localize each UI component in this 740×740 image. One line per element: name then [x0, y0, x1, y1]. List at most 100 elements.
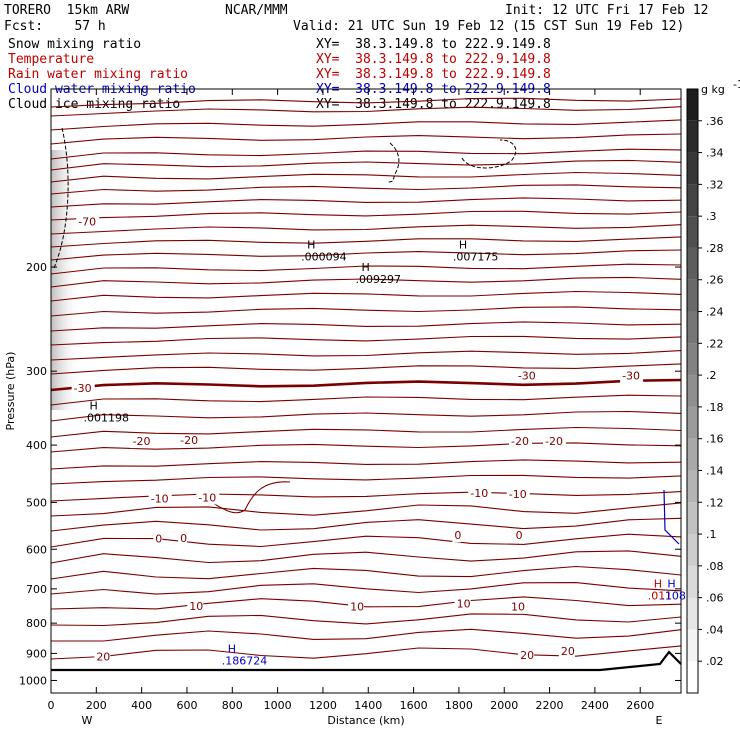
colorbar-tick-label: .06 — [706, 592, 724, 605]
contour-label-bg — [71, 382, 95, 395]
temperature-contour-label: -10 — [470, 487, 488, 500]
x-tick-label: 1200 — [309, 699, 337, 712]
temperature-contour — [50, 148, 682, 160]
contour-label-bg — [348, 601, 365, 614]
temperature-contour — [50, 290, 682, 302]
extremum-value: .186724 — [222, 655, 267, 668]
colorbar-tick-label: .3 — [706, 210, 717, 223]
temperature-contour — [50, 613, 682, 627]
x-tick-label: 2000 — [490, 699, 518, 712]
temperature-contour-label: -20 — [511, 435, 529, 448]
x-tick-label: 400 — [131, 699, 152, 712]
temperature-contour — [50, 119, 682, 131]
colorbar-tick-label: .16 — [706, 433, 724, 446]
x-axis-title: Distance (km) — [327, 714, 404, 727]
east-label: E — [656, 714, 663, 727]
temperature-contour — [50, 442, 682, 453]
colorbar-tick-label: .02 — [706, 655, 724, 668]
contour-label-bg — [543, 436, 567, 449]
contour-label-bg — [178, 434, 202, 447]
temperature-contour — [50, 133, 682, 145]
temperature-contour — [50, 184, 682, 195]
colorbar-tick-label: .34 — [706, 147, 724, 160]
temperature-contour — [50, 474, 682, 485]
temperature-contour — [50, 335, 682, 346]
temperature-contour-label: -10 — [198, 491, 216, 504]
colorbar-tick-label: .36 — [706, 115, 724, 128]
colorbar-segment — [687, 534, 698, 566]
x-tick-label: 200 — [86, 699, 107, 712]
y-tick-label: 800 — [26, 617, 47, 630]
contour-label-bg — [468, 488, 492, 501]
cloud-ice-contour — [387, 142, 400, 183]
temperature-contour — [50, 210, 682, 221]
temperature-contour-label: -20 — [545, 435, 563, 448]
contour-label-bg — [178, 532, 188, 545]
colorbar-segment — [687, 470, 698, 503]
ground-surface — [51, 650, 682, 672]
contour-label-bg — [94, 651, 111, 664]
contour-label-bg — [452, 530, 462, 543]
x-tick-label: 2200 — [536, 699, 564, 712]
colorbar-frame — [686, 88, 699, 694]
x-tick-label: 2400 — [581, 699, 609, 712]
colorbar-tick-label: .14 — [706, 464, 724, 477]
temperature-contour-label: 10 — [457, 597, 471, 610]
x-tick-label: 600 — [176, 699, 197, 712]
colorbar-tick-label: .18 — [706, 401, 724, 414]
temperature-contour — [50, 565, 682, 580]
field-xy-0: XY= 38.3.149.8 to 222.9.149.8 — [316, 37, 551, 52]
temperature-contour-label: 10 — [511, 601, 525, 614]
contour-label-bg — [558, 645, 575, 658]
field-name-3: Cloud water mixing ratio — [8, 82, 196, 97]
temperature-contour — [50, 582, 682, 595]
temperature-contour — [50, 321, 682, 332]
west-label: W — [82, 714, 93, 727]
temperature-contour — [50, 350, 682, 361]
temperature-contour-label: 0 — [155, 533, 162, 546]
temperature-contour — [50, 410, 682, 422]
temperature-contour — [50, 502, 682, 517]
colorbar-unit: g kg — [701, 83, 725, 96]
colorbar-segment — [687, 279, 698, 312]
y-tick-label: 700 — [26, 583, 47, 596]
temperature-contour — [50, 276, 682, 288]
x-tick-label: 1600 — [400, 699, 428, 712]
colorbar-segment — [687, 629, 698, 662]
x-tick-label: 1400 — [354, 699, 382, 712]
extremum-value: .007175 — [453, 251, 499, 264]
x-tick-label: 800 — [222, 699, 243, 712]
colorbar-unit-exponent: -1 — [733, 78, 740, 91]
temperature-contour — [50, 236, 682, 248]
model-title: TORERO 15km ARW — [4, 3, 130, 18]
temperature-contour — [50, 426, 682, 438]
x-tick-label: 2600 — [626, 699, 654, 712]
extremum-mark: H — [459, 239, 467, 252]
contour-label-bg — [518, 650, 535, 663]
temperature-contour-label: 0 — [180, 532, 187, 545]
extremum-value: .009297 — [355, 273, 401, 286]
colorbar-tick-label: .32 — [706, 178, 724, 191]
contour-label-bg — [196, 492, 220, 505]
y-tick-label: 900 — [26, 647, 47, 660]
extremum-value: .000094 — [301, 251, 347, 264]
y-tick-label: 600 — [26, 543, 47, 556]
temperature-contour — [50, 97, 682, 108]
temperature-contour — [50, 378, 682, 392]
extremum-value: .011 — [648, 590, 673, 603]
temperature-contour-label: -10 — [509, 488, 527, 501]
colorbar-segment — [687, 152, 698, 185]
cloud-ice-contour — [461, 139, 517, 169]
colorbar-tick-label: .24 — [706, 306, 724, 319]
colorbar-segment — [687, 216, 698, 248]
colorbar-tick-label: .08 — [706, 560, 724, 573]
colorbar-segment — [687, 311, 698, 344]
temperature-contour-label: 20 — [520, 649, 534, 662]
temperature-contour-label: -30 — [518, 370, 536, 383]
temperature-contour — [50, 394, 682, 406]
x-tick-label: 1800 — [445, 699, 473, 712]
y-tick-label: 400 — [26, 439, 47, 452]
colorbar-segment — [687, 247, 698, 280]
temperature-contour — [50, 645, 682, 660]
x-tick-label: 0 — [48, 699, 55, 712]
